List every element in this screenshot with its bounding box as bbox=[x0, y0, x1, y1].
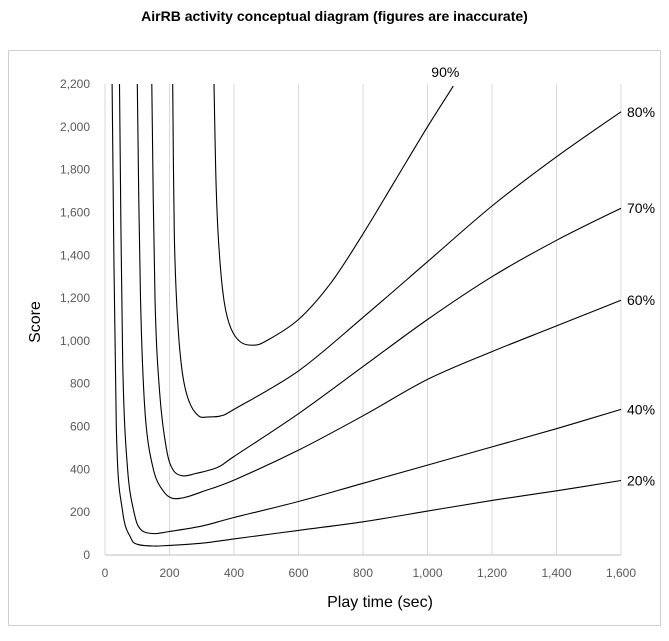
chart-frame bbox=[8, 50, 661, 626]
x-tick-label: 200 bbox=[159, 566, 179, 580]
y-axis-title: Score bbox=[27, 301, 44, 343]
x-axis-title: Play time (sec) bbox=[327, 594, 433, 611]
x-tick-label: 1,200 bbox=[477, 566, 507, 580]
x-tick-label: 1,400 bbox=[541, 566, 571, 580]
y-tick-label: 600 bbox=[70, 420, 90, 434]
x-tick-label: 600 bbox=[288, 566, 308, 580]
y-tick-label: 1,200 bbox=[60, 291, 90, 305]
chart-title: AirRB activity conceptual diagram (figur… bbox=[141, 8, 528, 24]
y-tick-label: 200 bbox=[70, 505, 90, 519]
series-line-80pct bbox=[172, 83, 622, 418]
series-line-40pct bbox=[118, 83, 622, 535]
y-tick-label: 0 bbox=[83, 548, 90, 562]
series-label-60pct: 60% bbox=[627, 292, 655, 308]
grid-lines bbox=[169, 84, 622, 555]
y-tick-label: 1,600 bbox=[60, 205, 90, 219]
y-tick-label: 1,000 bbox=[60, 334, 90, 348]
series-line-90pct bbox=[213, 83, 454, 346]
y-tick-label: 1,400 bbox=[60, 248, 90, 262]
y-tick-label: 1,800 bbox=[60, 163, 90, 177]
x-tick-label: 800 bbox=[353, 566, 373, 580]
series-label-80pct: 80% bbox=[627, 104, 655, 120]
series-line-20pct bbox=[111, 83, 622, 547]
series-label-40pct: 40% bbox=[627, 401, 655, 417]
x-tick-label: 400 bbox=[224, 566, 244, 580]
x-tick-label: 1,000 bbox=[412, 566, 442, 580]
series-label-70pct: 70% bbox=[627, 200, 655, 216]
series-line-70pct bbox=[151, 83, 622, 477]
series-labels: 20% 40% 60% 70% 80% 90% bbox=[431, 64, 655, 488]
y-tick-label: 800 bbox=[70, 377, 90, 391]
series-label-20pct: 20% bbox=[627, 472, 655, 488]
y-tick-label: 2,200 bbox=[60, 77, 90, 91]
series-label-90pct: 90% bbox=[431, 64, 459, 80]
axes bbox=[104, 84, 621, 556]
y-tick-labels: 0 200 400 600 800 1,000 1,200 1,400 1,600 1,800 2,… bbox=[60, 77, 90, 562]
y-tick-label: 400 bbox=[70, 462, 90, 476]
series-line-60pct bbox=[136, 83, 622, 500]
x-tick-labels: 0 200 400 600 800 1,000 1,200 1,400 1,600 bbox=[102, 566, 637, 580]
x-tick-label: 0 bbox=[102, 566, 109, 580]
x-tick-label: 1,600 bbox=[606, 566, 636, 580]
series-lines bbox=[111, 83, 622, 547]
y-tick-label: 2,000 bbox=[60, 120, 90, 134]
